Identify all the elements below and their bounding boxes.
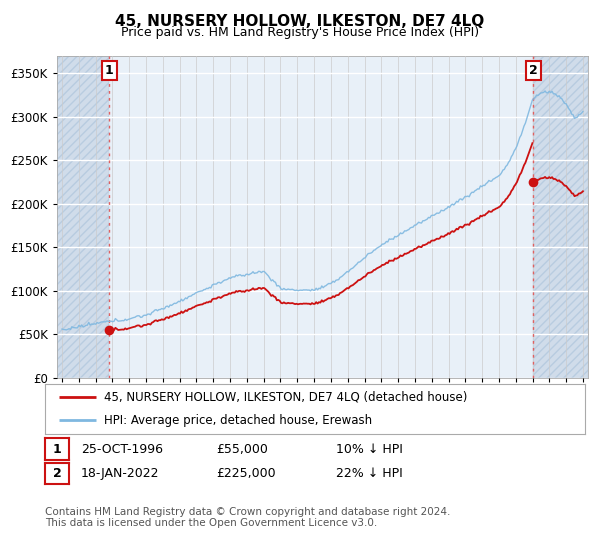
Text: Price paid vs. HM Land Registry's House Price Index (HPI): Price paid vs. HM Land Registry's House … <box>121 26 479 39</box>
Text: 18-JAN-2022: 18-JAN-2022 <box>81 467 160 480</box>
Bar <box>57 56 109 378</box>
Bar <box>533 56 588 378</box>
Text: £225,000: £225,000 <box>216 467 275 480</box>
Text: 45, NURSERY HOLLOW, ILKESTON, DE7 4LQ: 45, NURSERY HOLLOW, ILKESTON, DE7 4LQ <box>115 14 485 29</box>
Text: 1: 1 <box>105 64 114 77</box>
Bar <box>57 56 109 378</box>
Bar <box>533 56 588 378</box>
Text: HPI: Average price, detached house, Erewash: HPI: Average price, detached house, Erew… <box>104 414 373 427</box>
Text: 45, NURSERY HOLLOW, ILKESTON, DE7 4LQ (detached house): 45, NURSERY HOLLOW, ILKESTON, DE7 4LQ (d… <box>104 391 468 404</box>
Text: 2: 2 <box>529 64 538 77</box>
Text: 1: 1 <box>53 442 61 456</box>
Text: 10% ↓ HPI: 10% ↓ HPI <box>336 442 403 456</box>
Text: 25-OCT-1996: 25-OCT-1996 <box>81 442 163 456</box>
Text: 22% ↓ HPI: 22% ↓ HPI <box>336 467 403 480</box>
Text: £55,000: £55,000 <box>216 442 268 456</box>
Text: Contains HM Land Registry data © Crown copyright and database right 2024.
This d: Contains HM Land Registry data © Crown c… <box>45 507 451 529</box>
Text: 2: 2 <box>53 467 61 480</box>
